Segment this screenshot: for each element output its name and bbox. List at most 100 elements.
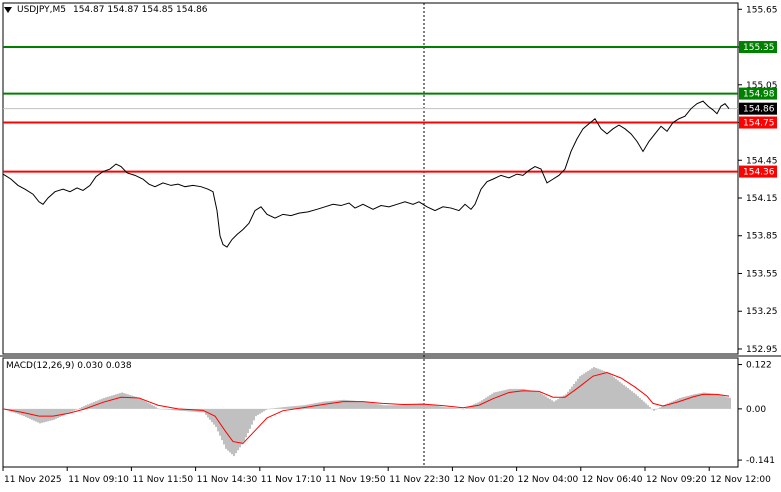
macd-histogram-bar bbox=[189, 408, 191, 412]
macd-histogram-bar bbox=[681, 397, 683, 409]
price-tick-label: 155.05 bbox=[746, 81, 778, 91]
price-tick-label: 154.45 bbox=[746, 156, 778, 166]
macd-histogram-bar bbox=[513, 388, 515, 409]
macd-histogram-bar bbox=[115, 394, 117, 409]
macd-histogram-bar bbox=[295, 405, 297, 409]
price-tick-label: 155.65 bbox=[746, 5, 778, 15]
collapse-triangle-icon[interactable] bbox=[4, 7, 12, 13]
macd-histogram-bar bbox=[351, 400, 353, 409]
macd-histogram-bar bbox=[417, 403, 419, 409]
macd-histogram-bar bbox=[131, 395, 133, 409]
macd-histogram-bar bbox=[249, 408, 251, 429]
macd-histogram-bar bbox=[655, 408, 657, 410]
macd-histogram-bar bbox=[359, 401, 361, 409]
macd-histogram-bar bbox=[107, 396, 109, 409]
macd-histogram-bar bbox=[129, 394, 131, 409]
macd-histogram-bar bbox=[527, 389, 529, 409]
macd-histogram-bar bbox=[543, 395, 545, 409]
macd-histogram-bar bbox=[105, 397, 107, 409]
macd-histogram-bar bbox=[429, 404, 431, 409]
macd-histogram-bar bbox=[711, 393, 713, 409]
macd-histogram-bar bbox=[707, 393, 709, 409]
macd-histogram-bar bbox=[57, 408, 59, 418]
macd-histogram-bar bbox=[113, 394, 115, 409]
macd-histogram-bar bbox=[65, 408, 67, 415]
macd-histogram-bar bbox=[433, 405, 435, 409]
macd-histogram-bar bbox=[639, 397, 641, 409]
macd-histogram-bar bbox=[587, 370, 589, 409]
macd-histogram-bar bbox=[603, 370, 605, 409]
level-154-98-label: 154.98 bbox=[743, 90, 775, 100]
macd-histogram-bar bbox=[377, 404, 379, 409]
macd-histogram-bar bbox=[675, 399, 677, 409]
macd-histogram-bar bbox=[503, 390, 505, 409]
macd-histogram-bar bbox=[623, 384, 625, 409]
macd-histogram-bar bbox=[401, 405, 403, 409]
macd-histogram-bar bbox=[637, 396, 639, 409]
macd-histogram-bar bbox=[365, 401, 367, 409]
macd-histogram-bar bbox=[523, 388, 525, 409]
macd-histogram-bar bbox=[229, 408, 231, 453]
macd-histogram-bar bbox=[53, 408, 55, 420]
macd-histogram-bar bbox=[517, 388, 519, 409]
macd-histogram-bar bbox=[259, 408, 261, 414]
macd-histogram-bar bbox=[473, 404, 475, 409]
macd-histogram-bar bbox=[435, 405, 437, 409]
macd-histogram-bar bbox=[605, 371, 607, 409]
macd-histogram-bar bbox=[353, 400, 355, 409]
price-tick-label: 154.15 bbox=[746, 194, 778, 204]
macd-histogram-bar bbox=[267, 408, 269, 410]
macd-histogram-bar bbox=[233, 408, 235, 457]
macd-histogram-bar bbox=[243, 408, 245, 442]
macd-histogram-bar bbox=[571, 386, 573, 409]
macd-histogram-bar bbox=[577, 378, 579, 409]
macd-histogram-bar bbox=[223, 408, 225, 445]
macd-title: MACD(12,26,9) 0.030 0.038 bbox=[6, 361, 132, 371]
macd-histogram-bar bbox=[635, 394, 637, 409]
macd-histogram-bar bbox=[515, 388, 517, 409]
macd-histogram-bar bbox=[407, 404, 409, 409]
macd-histogram-bar bbox=[373, 403, 375, 409]
macd-histogram-bar bbox=[261, 408, 263, 413]
macd-histogram-bar bbox=[579, 376, 581, 409]
macd-tick-label: 0.00 bbox=[746, 405, 766, 415]
macd-histogram-bar bbox=[549, 399, 551, 409]
macd-histogram-bar bbox=[411, 404, 413, 409]
macd-histogram-bar bbox=[349, 400, 351, 409]
macd-histogram-bar bbox=[619, 381, 621, 409]
macd-histogram-bar bbox=[355, 400, 357, 409]
macd-tick-label: 0.122 bbox=[746, 361, 772, 371]
macd-histogram-bar bbox=[597, 368, 599, 409]
macd-histogram-bar bbox=[677, 398, 679, 409]
macd-histogram-bar bbox=[415, 404, 417, 409]
macd-histogram-bar bbox=[563, 395, 565, 409]
level-154-75-label: 154.75 bbox=[743, 119, 775, 129]
macd-histogram-bar bbox=[329, 401, 331, 409]
macd-histogram-bar bbox=[123, 393, 125, 409]
macd-histogram-bar bbox=[69, 408, 71, 413]
level-155-35-label-bg bbox=[739, 41, 777, 54]
macd-histogram-bar bbox=[283, 407, 285, 409]
macd-histogram-bar bbox=[697, 393, 699, 409]
macd-histogram-bar bbox=[583, 373, 585, 409]
macd-histogram-bar bbox=[391, 405, 393, 409]
macd-histogram-bar bbox=[539, 392, 541, 409]
macd-histogram-bar bbox=[629, 389, 631, 409]
macd-histogram-bar bbox=[561, 396, 563, 409]
macd-histogram-bar bbox=[705, 392, 707, 409]
macd-histogram-bar bbox=[701, 392, 703, 409]
macd-histogram-bar bbox=[691, 394, 693, 409]
macd-histogram-bar bbox=[139, 397, 141, 409]
macd-histogram-bar bbox=[43, 408, 45, 423]
macd-histogram-bar bbox=[239, 408, 241, 448]
time-tick-label: 11 Nov 2025 bbox=[4, 475, 62, 485]
macd-histogram-bar bbox=[529, 390, 531, 409]
macd-histogram-bar bbox=[147, 402, 149, 409]
ohlc-readout: 154.87 154.87 154.85 154.86 bbox=[72, 5, 208, 15]
macd-histogram-bar bbox=[609, 374, 611, 409]
macd-histogram-bar bbox=[277, 407, 279, 409]
macd-histogram-bar bbox=[689, 395, 691, 409]
macd-histogram-bar bbox=[593, 367, 595, 409]
